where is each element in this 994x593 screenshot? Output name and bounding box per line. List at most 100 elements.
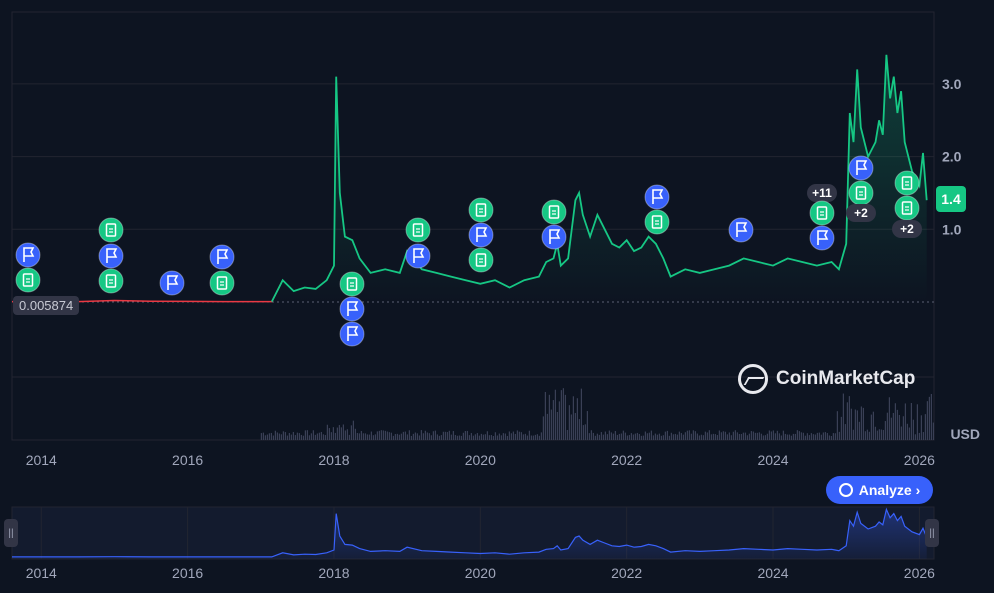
volume-bar (922, 432, 924, 440)
volume-bar (644, 431, 646, 440)
volume-bar (324, 434, 326, 440)
price-line-early (12, 279, 284, 303)
volume-bar (408, 430, 410, 440)
volume-bar (808, 435, 810, 440)
volume-bar (576, 398, 578, 440)
document-marker-icon (98, 268, 124, 294)
coinmarketcap-logo-icon (738, 364, 768, 394)
event-markers[interactable]: +11 +2 +2 (15, 155, 922, 347)
volume-bar (598, 434, 600, 440)
volume-bar (454, 434, 456, 440)
navigator-left-handle[interactable]: || (4, 519, 18, 547)
volume-bar (750, 431, 752, 440)
more-events-count: +2 (854, 206, 868, 220)
volume-bar (872, 411, 874, 440)
currency-label: USD (950, 426, 980, 442)
volume-bar (790, 435, 792, 440)
volume-bar (760, 433, 762, 440)
volume-bar (552, 400, 554, 440)
volume-bar (514, 433, 516, 440)
flag-marker-icon (405, 243, 431, 269)
volume-bar (858, 421, 860, 440)
volume-bar (774, 433, 776, 440)
volume-bar (882, 429, 884, 440)
volume-bar (416, 433, 418, 440)
analyze-button[interactable]: Analyze › (826, 476, 933, 504)
volume-bar (640, 435, 642, 440)
volume-bar (362, 433, 364, 440)
volume-bars (260, 388, 934, 440)
navigator-line (12, 507, 928, 558)
volume-bar (876, 430, 878, 440)
volume-bar (336, 427, 338, 440)
navigator-right-handle[interactable]: || (925, 519, 939, 547)
volume-bar (266, 434, 268, 440)
volume-bar (484, 434, 486, 440)
volume-bar (436, 434, 438, 440)
volume-bar (678, 431, 680, 440)
volume-bar (852, 429, 854, 440)
volume-bar (426, 432, 428, 440)
x-tick-label: 2024 (757, 452, 788, 468)
volume-bar (926, 401, 928, 440)
volume-bar (812, 434, 814, 440)
time-navigator[interactable] (11, 506, 935, 560)
volume-bar (884, 421, 886, 440)
volume-bar (902, 416, 904, 440)
volume-bar (288, 433, 290, 440)
volume-bar (752, 431, 754, 440)
volume-bar (778, 433, 780, 440)
volume-bar (274, 430, 276, 440)
volume-bar (800, 432, 802, 440)
volume-bar (878, 429, 880, 440)
volume-bar (730, 435, 732, 440)
volume-bar (866, 429, 868, 440)
volume-bar (322, 434, 324, 440)
volume-bar (910, 402, 912, 440)
more-events-badge: +2 (892, 220, 922, 238)
volume-bar (742, 432, 744, 440)
volume-bar (512, 431, 514, 440)
volume-bar (846, 402, 848, 440)
volume-bar (574, 413, 576, 440)
volume-bar (390, 432, 392, 440)
volume-bar (632, 434, 634, 440)
flag-marker-icon (468, 222, 494, 248)
lowest-price-label: 0.005874 (13, 296, 80, 315)
volume-bar (300, 434, 302, 440)
volume-bar (888, 397, 890, 440)
volume-bar (556, 411, 558, 440)
volume-bar (482, 434, 484, 440)
volume-bar (624, 432, 626, 440)
volume-bar (344, 430, 346, 440)
flag-marker-icon (339, 296, 365, 322)
volume-bar (694, 431, 696, 440)
volume-bar (550, 409, 552, 440)
volume-bar (920, 415, 922, 440)
volume-bar (286, 435, 288, 440)
volume-bar (780, 435, 782, 440)
volume-bar (470, 433, 472, 440)
volume-bar (424, 430, 426, 440)
volume-bar (702, 435, 704, 440)
x-tick-label: 2014 (26, 452, 57, 468)
volume-bar (786, 434, 788, 440)
volume-bar (696, 433, 698, 440)
volume-bar (504, 433, 506, 440)
x-tick-label: 2026 (904, 452, 935, 468)
x-tick-label: 2020 (465, 565, 496, 581)
volume-bar (284, 432, 286, 440)
volume-bar (834, 433, 836, 440)
volume-bar (314, 434, 316, 440)
volume-bar (682, 434, 684, 440)
analyze-label: Analyze › (858, 482, 921, 498)
volume-bar (364, 433, 366, 440)
volume-bar (358, 433, 360, 440)
volume-bar (784, 433, 786, 440)
volume-bar (466, 430, 468, 440)
more-events-badge: +11 (807, 184, 837, 202)
volume-bar (830, 435, 832, 440)
flag-marker-icon (159, 270, 185, 296)
volume-bar (282, 431, 284, 440)
